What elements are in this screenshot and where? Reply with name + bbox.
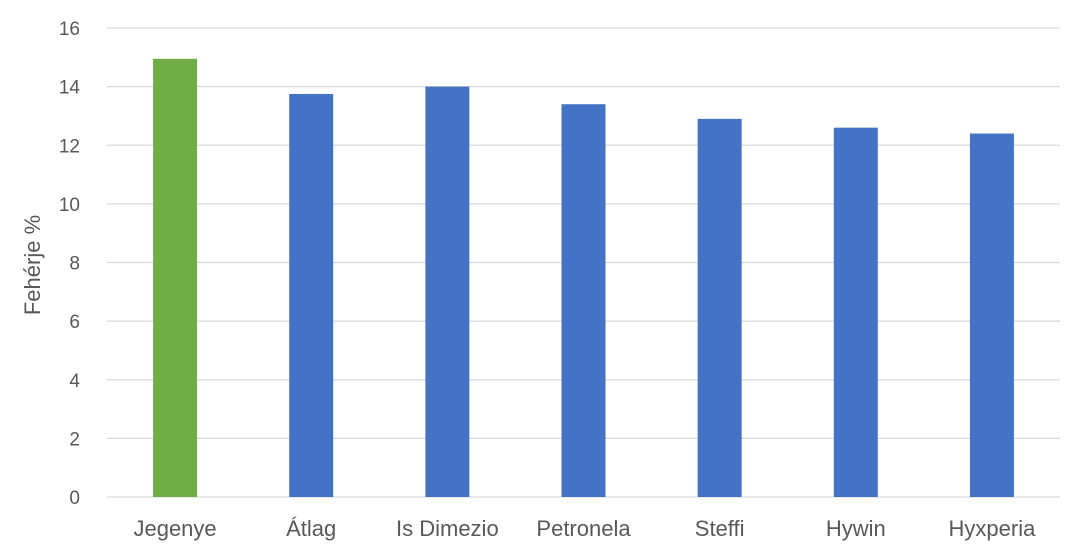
bar [561,104,606,498]
y-tick-label: 6 [69,312,80,333]
x-category-label: Petronela [536,516,631,541]
y-tick-label: 14 [59,78,81,99]
x-category-label: Hyxperia [949,516,1037,541]
bar [289,93,334,497]
y-tick-label: 4 [69,371,80,392]
x-axis-categories: Jegenye Átlag Is Dimezio Petronela Steffi Hyw… [133,516,1036,541]
bar [833,127,878,497]
y-tick-label: 2 [69,429,80,450]
y-axis-ticks: 0 2 4 6 8 10 12 14 16 [59,19,81,509]
bar [425,86,470,497]
y-tick-label: 16 [59,19,80,40]
bar [153,58,198,497]
bar [969,133,1014,497]
y-tick-label: 12 [59,136,80,157]
y-tick-label: 10 [59,195,80,216]
x-category-label: Steffi [695,516,745,541]
bars [153,58,1014,498]
x-category-label: Is Dimezio [396,516,499,541]
y-axis-title: Fehérje % [20,215,45,315]
y-tick-label: 8 [69,254,80,275]
x-category-label: Átlag [286,516,336,541]
y-tick-label: 0 [69,488,80,509]
x-category-label: Jegenye [133,516,216,541]
bar [697,118,742,498]
x-category-label: Hywin [826,516,886,541]
